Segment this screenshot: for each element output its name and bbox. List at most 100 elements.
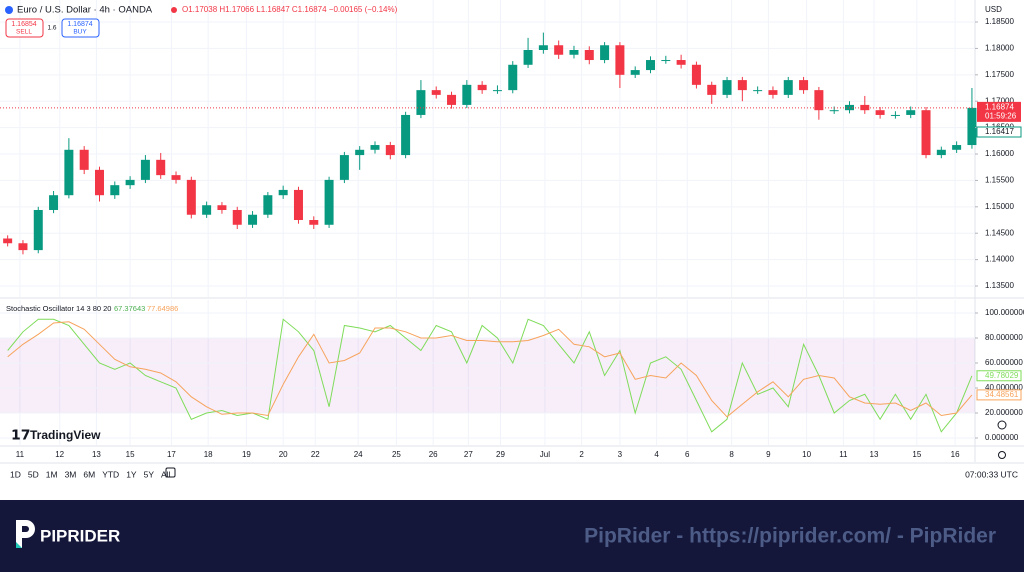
candle-body [967, 107, 977, 146]
range-button[interactable]: 1Y [126, 469, 137, 479]
x-tick-label: 25 [392, 450, 401, 459]
candle-body [508, 64, 518, 91]
candle-body [952, 145, 962, 150]
range-button[interactable]: 1D [10, 469, 21, 479]
oscillator-line [7, 318, 973, 433]
candle-body [783, 80, 793, 95]
y-tick-label: 40.000000 [985, 383, 1023, 392]
y-tick-label: 1.15500 [985, 176, 1014, 185]
indicator-title: Stochastic Oscillator 14 3 80 20 [6, 304, 111, 313]
candle-body [477, 84, 487, 91]
buy-label[interactable]: BUY [73, 29, 87, 36]
candle-body [94, 169, 104, 196]
candle-body [140, 159, 150, 180]
plot [0, 32, 977, 433]
x-tick-label: 27 [464, 450, 473, 459]
candle-body [707, 84, 717, 95]
indicator-d-reading: 77.64986 [147, 304, 178, 313]
y-tick-label: 100.000000 [985, 308, 1024, 317]
candle-body [79, 149, 89, 170]
candle-body [569, 50, 579, 55]
candle-body [447, 94, 457, 105]
y-tick-label: 80.000000 [985, 333, 1023, 342]
x-tick-label: 17 [167, 450, 176, 459]
x-tick-label: 2 [579, 450, 584, 459]
range-button[interactable]: 6M [83, 469, 95, 479]
candle-body [339, 155, 349, 180]
y-tick-label: 1.14000 [985, 255, 1014, 264]
buy-button[interactable] [61, 18, 100, 38]
y-tick-label: 1.13500 [985, 281, 1014, 290]
y-tick-label: 0.000000 [985, 433, 1019, 442]
y-tick-label: 1.18000 [985, 44, 1014, 53]
range-button[interactable]: 3M [65, 469, 77, 479]
watermark: TradingView [30, 428, 101, 442]
oscillator-last-label: 34.48561 [985, 390, 1019, 399]
candle-body [309, 220, 319, 225]
x-tick-label: 13 [870, 450, 879, 459]
candle-body [523, 50, 533, 65]
indicator-k-reading: 67.37643 [114, 304, 145, 313]
x-tick-label: 9 [766, 450, 771, 459]
x-tick-label: 6 [685, 450, 690, 459]
oscillator-line [7, 321, 973, 418]
candle-body [691, 64, 701, 85]
range-button[interactable]: 5D [28, 469, 39, 479]
pane-settings-icon[interactable] [997, 420, 1007, 430]
y-tick-label: 1.18500 [985, 17, 1014, 26]
logo-icon-hole [22, 526, 29, 532]
last-price-box [977, 101, 1021, 122]
candle-body [18, 243, 28, 251]
x-tick-label: 13 [92, 450, 101, 459]
x-tick-label: 22 [311, 450, 320, 459]
prev-price-box [976, 126, 1022, 138]
settings-icon[interactable] [998, 451, 1006, 459]
date-range-icon[interactable] [165, 467, 176, 478]
candle-body [370, 145, 380, 150]
candle-body [110, 185, 120, 196]
candle-body [416, 90, 426, 115]
x-tick-label: 20 [279, 450, 288, 459]
sell-label[interactable]: SELL [16, 29, 32, 36]
candle-body [722, 80, 732, 95]
banner [0, 500, 1024, 572]
range-button[interactable]: 1M [46, 469, 58, 479]
buy-price[interactable]: 1.16874 [67, 21, 92, 28]
range-button[interactable]: YTD [102, 469, 119, 479]
ohlc: O1.17038 H1.17066 L1.16847 C1.16874 −0.0… [182, 5, 398, 14]
x-tick-label: 18 [204, 450, 213, 459]
candle-body [217, 205, 227, 210]
x-tick-label: 8 [729, 450, 734, 459]
oscillator-last-label: 49.78029 [985, 371, 1019, 380]
sell-button[interactable] [5, 18, 44, 38]
candle-body [186, 179, 196, 215]
banner-caption: PipRider - https://piprider.com/ - PipRi… [584, 525, 996, 548]
y-tick-label: 60.000000 [985, 358, 1023, 367]
y-tick-label: 1.15000 [985, 202, 1014, 211]
candle-body [646, 60, 656, 71]
y-tick-label: 1.17000 [985, 96, 1014, 105]
x-tick-label: 10 [802, 450, 811, 459]
x-tick-label: 29 [496, 450, 505, 459]
oscillator-last-box [976, 370, 1022, 382]
symbol: Euro / U.S. Dollar · 4h · OANDA [17, 5, 153, 16]
candle-body [538, 45, 548, 51]
range-button[interactable]: 5Y [144, 469, 155, 479]
candle-body [921, 110, 931, 156]
oscillator-last-box [976, 389, 1022, 401]
logo: PIPRIDER [40, 526, 120, 545]
candle-body [584, 50, 594, 61]
y-tick-label: 20.000000 [985, 408, 1023, 417]
spread: 1.6 [47, 25, 56, 32]
candle-body [278, 189, 288, 196]
candle-body [890, 114, 900, 116]
sell-price[interactable]: 1.16854 [11, 21, 36, 28]
x-tick-label: 11 [16, 450, 25, 459]
candle-body [906, 110, 916, 115]
candle-body [630, 70, 640, 75]
candle-body [799, 80, 809, 91]
candle-body [936, 149, 946, 156]
x-tick-label: 15 [126, 450, 135, 459]
candle-body [768, 90, 778, 95]
